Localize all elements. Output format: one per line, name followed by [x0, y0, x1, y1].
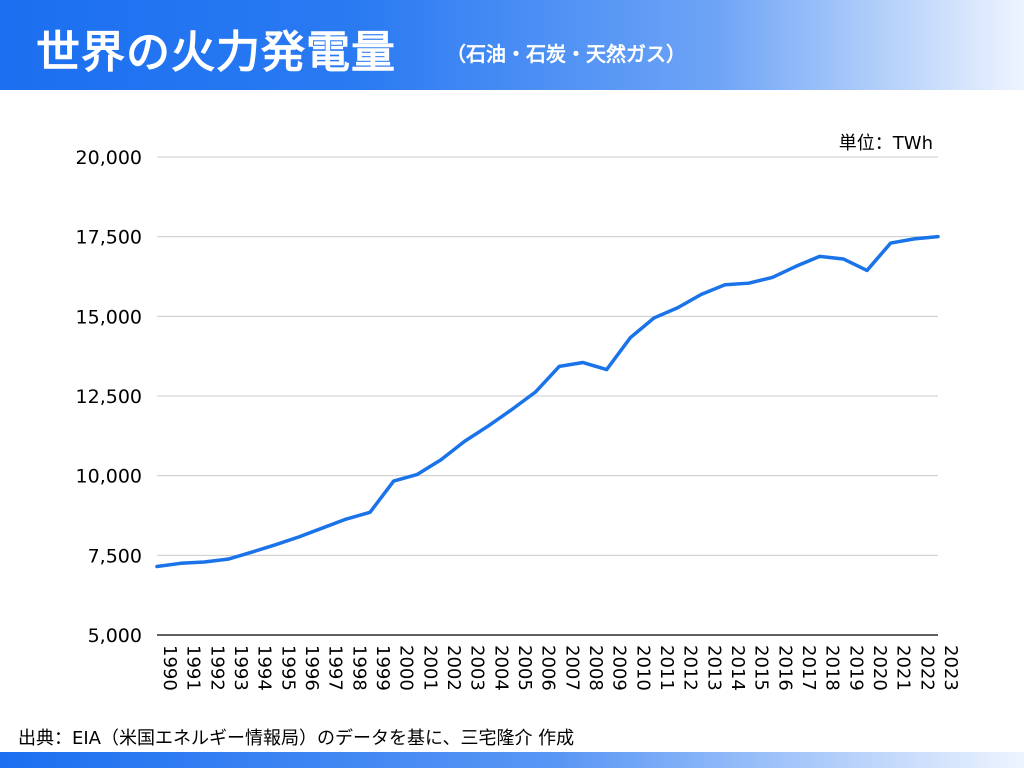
data-point	[605, 368, 609, 372]
x-tick-label: 2008	[585, 645, 606, 691]
x-tick-label: 2002	[443, 645, 464, 691]
data-point	[723, 283, 727, 287]
data-point	[889, 241, 893, 245]
series-line	[155, 234, 940, 569]
x-tick-label: 2023	[940, 645, 961, 691]
x-tick-label: 2018	[822, 645, 843, 691]
data-point	[818, 254, 822, 258]
data-point	[179, 561, 183, 565]
x-axis-tick-labels: 1990 1991 1992 1993 1994 1995 1996 1997 1998 1999…	[159, 645, 961, 691]
x-tick-label: 1993	[230, 645, 251, 691]
data-point	[463, 439, 467, 443]
x-tick-label: 1998	[348, 645, 369, 691]
data-point	[155, 564, 159, 568]
line-chart: 5,000 7,500 10,000 12,500 15,000 17,500 20,000…	[76, 133, 961, 691]
x-tick-label: 2015	[751, 645, 772, 691]
data-point	[770, 275, 774, 279]
data-point	[368, 510, 372, 514]
y-tick-label: 5,000	[88, 625, 142, 647]
data-point	[273, 543, 277, 547]
data-point	[250, 550, 254, 554]
x-tick-label: 2012	[680, 645, 701, 691]
y-tick-label: 10,000	[76, 466, 142, 488]
data-point	[652, 316, 656, 320]
y-tick-label: 15,000	[76, 306, 142, 328]
page-subtitle: （石油・石炭・天然ガス）	[446, 42, 686, 66]
x-tick-label: 2014	[727, 645, 748, 691]
x-tick-label: 2004	[490, 645, 511, 691]
x-tick-label: 1994	[254, 645, 275, 691]
data-point	[344, 517, 348, 521]
x-tick-label: 2020	[869, 645, 890, 691]
data-point	[865, 268, 869, 272]
x-tick-label: 2000	[396, 645, 417, 691]
x-tick-label: 2016	[774, 645, 795, 691]
x-tick-label: 1992	[206, 645, 227, 691]
source-note: 出典：EIA（米国エネルギー情報局）のデータを基に、三宅隆介 作成	[18, 728, 575, 749]
data-point	[676, 306, 680, 310]
x-tick-label: 2019	[845, 645, 866, 691]
data-point	[557, 364, 561, 368]
bottom-bar	[0, 752, 1024, 768]
unit-label: 単位：TWh	[839, 133, 933, 154]
x-tick-label: 2011	[656, 645, 677, 691]
x-tick-label: 2022	[916, 645, 937, 691]
y-tick-label: 7,500	[88, 545, 142, 567]
data-point	[321, 526, 325, 530]
x-tick-label: 1991	[183, 645, 204, 691]
data-point	[581, 361, 585, 365]
data-point	[297, 535, 301, 539]
y-tick-label: 17,500	[76, 227, 142, 249]
data-point	[510, 407, 514, 411]
x-tick-label: 2005	[514, 645, 535, 691]
x-tick-label: 2017	[798, 645, 819, 691]
data-point	[439, 458, 443, 462]
x-tick-label: 1990	[159, 645, 180, 691]
data-point	[912, 237, 916, 241]
x-tick-label: 2013	[703, 645, 724, 691]
data-point	[415, 472, 419, 476]
y-axis-tick-labels: 5,000 7,500 10,000 12,500 15,000 17,500 20,000	[76, 147, 142, 647]
page-title: 世界の火力発電量	[36, 27, 396, 78]
data-point	[392, 479, 396, 483]
x-tick-label: 1999	[372, 645, 393, 691]
x-tick-label: 2009	[609, 645, 630, 691]
series-layer	[155, 234, 940, 569]
data-point	[486, 424, 490, 428]
x-tick-label: 1995	[277, 645, 298, 691]
data-point	[794, 264, 798, 268]
x-tick-label: 2006	[538, 645, 559, 691]
x-tick-label: 2007	[561, 645, 582, 691]
x-tick-label: 2003	[467, 645, 488, 691]
x-tick-label: 2010	[632, 645, 653, 691]
x-tick-label: 1997	[325, 645, 346, 691]
data-point	[841, 257, 845, 261]
title-bar: 世界の火力発電量 （石油・石炭・天然ガス）	[0, 0, 1024, 90]
x-tick-label: 1996	[301, 645, 322, 691]
y-tick-label: 20,000	[76, 147, 142, 169]
data-point	[226, 557, 230, 561]
data-point	[534, 390, 538, 394]
data-point	[628, 336, 632, 340]
x-tick-label: 2021	[893, 645, 914, 691]
data-point	[202, 560, 206, 564]
grid-lines	[157, 156, 938, 636]
data-point	[936, 235, 940, 239]
data-point	[747, 281, 751, 285]
x-tick-label: 2001	[419, 645, 440, 691]
data-point	[699, 292, 703, 296]
y-tick-label: 12,500	[76, 386, 142, 408]
